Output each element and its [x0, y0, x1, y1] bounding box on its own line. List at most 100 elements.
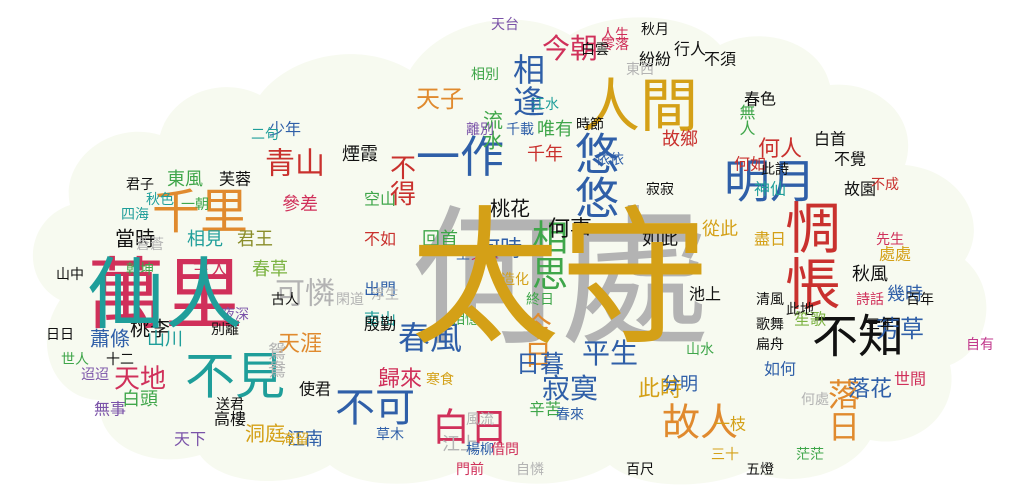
word-64: 使君 [299, 380, 331, 399]
word-8: 一作 [416, 132, 504, 183]
word-5: 不知 [812, 310, 904, 364]
word-37: 千年 [527, 144, 563, 165]
word-15: 相逢 [508, 53, 546, 117]
word-148: 何處 [801, 392, 829, 408]
word-103: 茫茫 [796, 447, 824, 463]
word-14: 相思 [526, 219, 567, 291]
word-144: 人生 [601, 27, 629, 43]
word-51: 相見 [187, 229, 223, 250]
word-49: 芙蓉 [219, 170, 251, 189]
word-36: 何事 [548, 217, 592, 242]
word-147: 白雲 [581, 42, 609, 58]
word-111: 詩話 [856, 291, 884, 308]
word-27: 寂寞 [542, 372, 598, 405]
word-52: 君王 [237, 229, 273, 250]
word-4: 惆悵 [776, 199, 841, 311]
word-74: 從此 [702, 219, 738, 240]
word-142: 東西 [626, 62, 654, 78]
word-17: 今日 [520, 312, 553, 368]
word-56: 山川 [147, 329, 183, 350]
word-59: 洞庭 [245, 422, 285, 446]
word-89: 此詩 [761, 162, 789, 178]
word-118: 此地 [786, 302, 814, 318]
word-134: 閑道 [336, 292, 364, 308]
word-32: 何人 [758, 137, 802, 162]
word-128: 世人 [61, 352, 89, 368]
word-99: 二句 [251, 127, 279, 143]
word-86: 自有 [966, 337, 994, 353]
word-141: 自憐 [516, 462, 544, 478]
cloud-background-shape [32, 17, 987, 485]
word-80: 辛苦 [529, 400, 561, 419]
word-38: 唯有 [537, 119, 573, 140]
word-139: 夜深 [221, 307, 249, 323]
word-26: 歸來 [378, 367, 422, 392]
word-68: 不如 [364, 230, 396, 249]
word-98: 乾坤 [126, 262, 154, 278]
word-53: 春草 [252, 259, 288, 280]
word-54: 主人 [192, 259, 228, 280]
word-149: 春來 [556, 407, 584, 423]
word-101: 日日 [46, 327, 74, 343]
word-12: 故人 [662, 401, 738, 445]
word-75: 秋風 [852, 264, 888, 285]
word-9: 不見 [185, 348, 285, 406]
word-153: 太守 [410, 193, 710, 367]
word-119: 依依 [596, 152, 624, 168]
word-10: 不可 [335, 385, 415, 431]
word-130: 送君 [216, 397, 244, 413]
word-97: 草木 [376, 427, 404, 443]
word-129: 十二 [106, 352, 134, 368]
word-93: 扁舟 [756, 337, 784, 353]
word-120: 造化 [501, 272, 529, 288]
word-131: 寒食 [426, 371, 454, 388]
word-146: 零落 [601, 37, 629, 53]
word-132: 終日 [526, 292, 554, 308]
word-136: 借問 [491, 442, 519, 458]
word-46: 少年 [269, 120, 301, 139]
word-116: 山水 [686, 342, 714, 358]
word-150: 百尺 [626, 462, 654, 478]
word-31: 落花 [848, 377, 892, 402]
word-35: 何時 [478, 237, 522, 262]
word-1: 萬里 [87, 250, 243, 340]
word-140: 相憶 [451, 312, 479, 328]
word-154: 仙人 [87, 250, 243, 340]
word-92: 清風 [756, 292, 784, 308]
word-28: 平生 [582, 337, 638, 370]
word-112: 百年 [906, 292, 934, 308]
word-20: 青山 [265, 147, 325, 182]
word-7: 悠悠 [567, 131, 618, 219]
word-90: 不須 [704, 50, 736, 69]
word-41: 何如 [734, 155, 766, 174]
word-117: 歌舞 [756, 317, 784, 333]
word-24: 天地 [114, 365, 166, 395]
word-84: 江上 [442, 434, 478, 455]
word-151: 不成 [871, 177, 899, 193]
word-81: 一枝 [714, 415, 746, 434]
word-50: 當時 [115, 227, 155, 251]
word-22: 不得 [386, 154, 416, 206]
word-61: 天下 [174, 430, 206, 449]
word-114: 時節 [576, 116, 604, 133]
word-62: 高樓 [214, 410, 246, 429]
word-125: 江水 [531, 97, 559, 113]
word-39: 故鄉 [662, 129, 698, 150]
word-19: 春風 [398, 319, 462, 357]
word-104: 三年 [866, 317, 894, 333]
word-63: 無事 [94, 400, 126, 419]
word-95: 風流 [466, 412, 494, 428]
word-67: 空山 [364, 190, 396, 209]
word-18: 日暮 [516, 350, 564, 378]
word-72: 出門 [364, 280, 396, 299]
word-124: 離別 [466, 121, 494, 138]
word-29: 此時 [638, 377, 682, 402]
word-71: 殷勤 [364, 315, 396, 334]
word-69: 回首 [422, 229, 458, 250]
word-108: 四海 [121, 207, 149, 223]
word-110: 君子 [126, 177, 154, 193]
word-87: 如何 [764, 360, 796, 379]
word-88: 白首 [814, 130, 846, 149]
word-122: 天台 [491, 17, 519, 33]
word-60: 江南 [287, 429, 323, 450]
